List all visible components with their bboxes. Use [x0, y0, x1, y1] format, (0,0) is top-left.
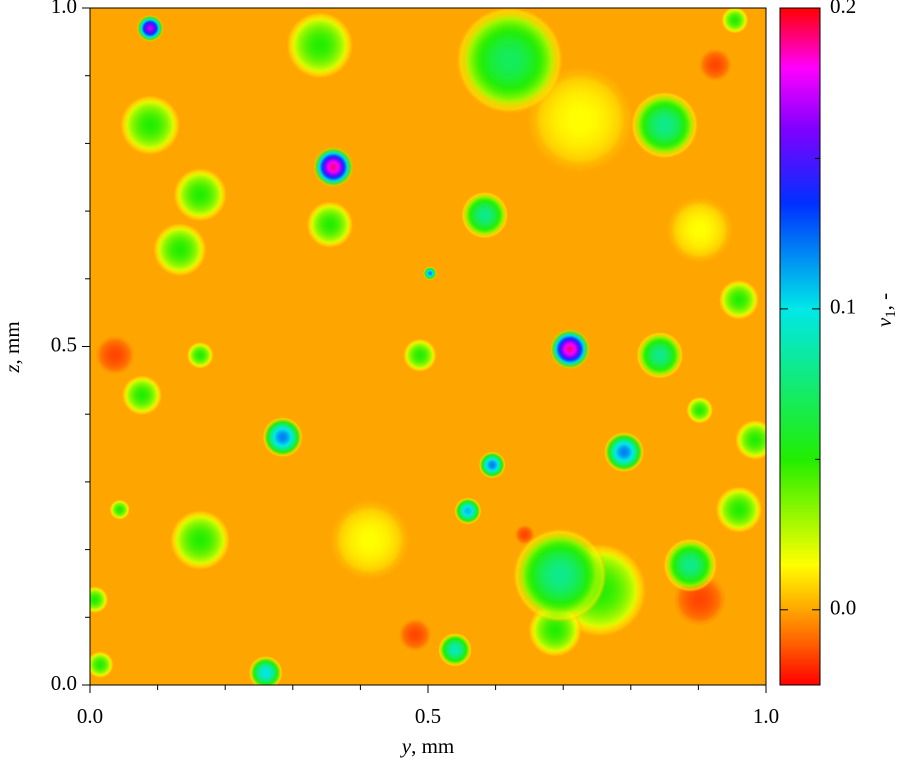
field-spot	[95, 335, 136, 376]
field-spot	[513, 528, 608, 623]
field-spot	[479, 451, 506, 478]
colorbar-label: v1, -	[872, 293, 898, 327]
field-spot	[698, 48, 732, 82]
field-spot	[153, 223, 207, 277]
colorbar-label-subscript: 1	[883, 310, 898, 318]
field-spot	[666, 196, 734, 264]
y-label-symbol: z	[0, 364, 24, 373]
field-spot	[663, 538, 717, 592]
x-label-symbol: y	[400, 734, 412, 758]
field-spot	[461, 192, 508, 239]
x-tick-label: 0.5	[415, 704, 441, 728]
field-spot	[604, 432, 645, 473]
field-spot	[306, 201, 353, 248]
colorbar-label-unit: , -	[872, 293, 896, 311]
field-spot	[454, 497, 481, 524]
x-tick-label: 1.0	[753, 704, 779, 728]
heatmap-field	[81, 6, 775, 690]
field-spot	[187, 342, 214, 369]
x-axis-label: y, mm	[400, 734, 455, 758]
y-axis-label: z, mm	[0, 321, 24, 373]
field-spot	[715, 486, 762, 533]
colorbar-tick-label: 0.1	[830, 295, 856, 319]
field-spot	[286, 11, 354, 79]
field-spot	[398, 618, 432, 652]
field-spot	[329, 500, 410, 581]
field-spot	[721, 7, 748, 34]
field-spot	[81, 586, 108, 613]
field-spot	[87, 651, 114, 678]
y-tick-label: 0.5	[51, 332, 77, 356]
field-spot	[403, 338, 437, 372]
y-label-unit: , mm	[0, 321, 24, 364]
colorbar-tick-label: 0.0	[830, 596, 856, 620]
colorbar-tick-label: 0.2	[830, 0, 856, 18]
field-spot	[686, 397, 713, 424]
x-label-unit: , mm	[411, 734, 454, 758]
field-spot	[423, 267, 437, 281]
field-spot	[438, 633, 472, 667]
y-tick-label: 0.0	[51, 671, 77, 695]
field-spot	[719, 280, 760, 321]
field-spot	[631, 91, 699, 159]
colorbar	[780, 8, 820, 685]
y-tick-label: 1.0	[51, 0, 77, 18]
field-spot	[456, 6, 564, 114]
field-spot	[122, 375, 163, 416]
field-spot	[110, 500, 130, 520]
field-spot	[636, 332, 683, 379]
field-spot	[735, 420, 776, 461]
field-spot	[550, 329, 591, 370]
field-spot	[137, 15, 164, 42]
field-spot	[173, 168, 227, 222]
field-spot	[262, 417, 303, 458]
field-spot	[313, 147, 354, 188]
field-spot	[120, 95, 181, 156]
field-spot	[170, 510, 231, 571]
x-tick-label: 0.0	[77, 704, 103, 728]
